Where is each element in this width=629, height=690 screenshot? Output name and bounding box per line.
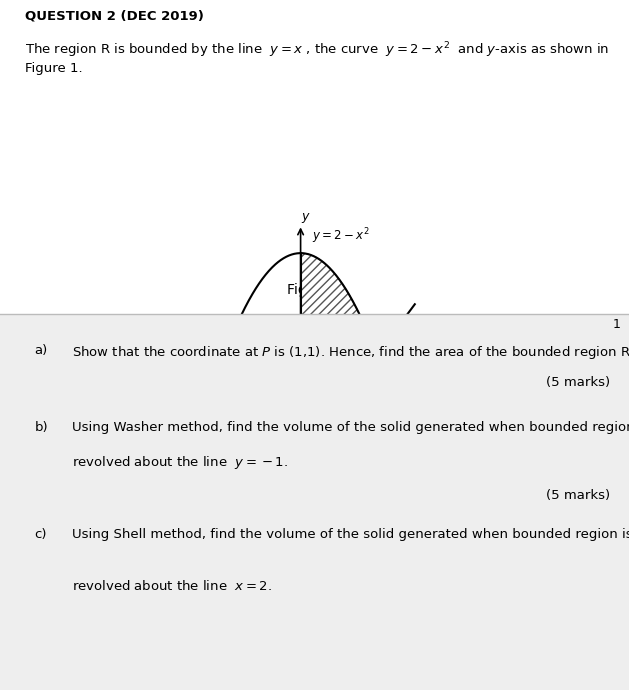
Text: R: R bbox=[314, 318, 325, 331]
Text: (5 marks): (5 marks) bbox=[546, 489, 610, 502]
Text: revolved about the line  $x=2$.: revolved about the line $x=2$. bbox=[72, 579, 272, 593]
Text: $y$: $y$ bbox=[301, 210, 311, 224]
Text: $y = x$: $y = x$ bbox=[386, 346, 416, 360]
Text: Using Washer method, find the volume of the solid generated when bounded region : Using Washer method, find the volume of … bbox=[72, 421, 629, 434]
Text: $y = 2 - x^2$: $y = 2 - x^2$ bbox=[312, 226, 370, 246]
Text: b): b) bbox=[35, 421, 48, 434]
Text: revolved about the line  $y=-1$.: revolved about the line $y=-1$. bbox=[72, 454, 289, 471]
Text: (5 marks): (5 marks) bbox=[546, 376, 610, 389]
Text: Show that the coordinate at $P$ is (1,1). Hence, find the area of the bounded re: Show that the coordinate at $P$ is (1,1)… bbox=[72, 344, 629, 361]
Text: $P$ $(a,b)$: $P$ $(a,b)$ bbox=[384, 358, 426, 373]
Text: The region R is bounded by the line  $y=x$ , the curve  $y=2-x^2$  and $y$-axis : The region R is bounded by the line $y=x… bbox=[25, 41, 610, 75]
Text: c): c) bbox=[35, 529, 47, 541]
Text: Using Shell method, find the volume of the solid generated when bounded region i: Using Shell method, find the volume of t… bbox=[72, 529, 629, 541]
Text: $x$: $x$ bbox=[450, 460, 460, 472]
Text: Figure 1: Figure 1 bbox=[287, 283, 342, 297]
Text: 1: 1 bbox=[613, 319, 621, 331]
Text: QUESTION 2 (DEC 2019): QUESTION 2 (DEC 2019) bbox=[25, 10, 204, 22]
Text: a): a) bbox=[35, 344, 48, 357]
Polygon shape bbox=[301, 253, 377, 457]
